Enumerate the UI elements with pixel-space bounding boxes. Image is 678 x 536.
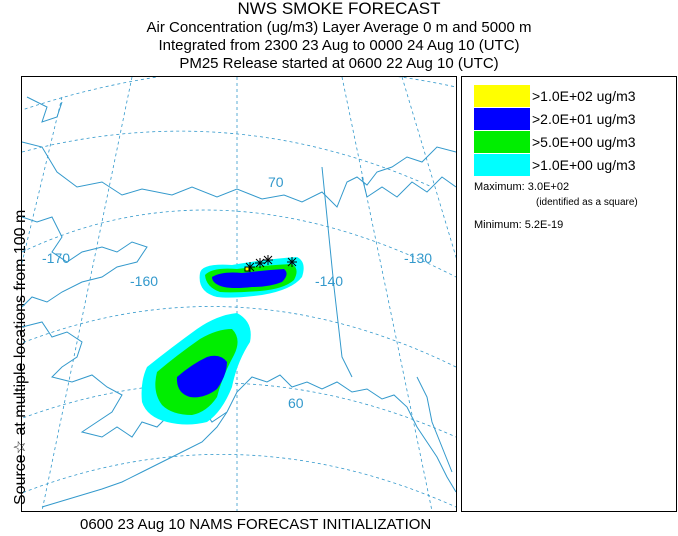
- lon-label-140: -140: [315, 273, 343, 289]
- legend-swatch-3: [474, 131, 530, 153]
- maximum-value: Maximum: 3.0E+02: [474, 181, 570, 193]
- source-marker: [263, 255, 273, 265]
- subtitle-release: PM25 Release started at 0600 22 Aug 10 (…: [179, 55, 499, 72]
- latitude-75-line: [22, 130, 433, 188]
- coast-chukotka-seward: [22, 216, 148, 308]
- source-marker: [287, 257, 297, 267]
- legend-swatch-1: [474, 85, 530, 107]
- maximum-square: [244, 266, 250, 272]
- subtitle-integration: Integrated from 2300 23 Aug to 0000 24 A…: [158, 37, 520, 54]
- legend-panel: >1.0E+02 ug/m3 >2.0E+01 ug/m3 >5.0E+00 u…: [461, 76, 677, 512]
- minimum-value: Minimum: 5.2E-19: [474, 219, 564, 231]
- meridian-140: [341, 77, 433, 511]
- lon-label-130: -130: [404, 250, 432, 266]
- legend-swatch-4: [474, 154, 530, 176]
- maximum-note: (identified as a square): [536, 197, 638, 208]
- coast-inside-passage: [416, 376, 453, 473]
- latitude-65-line: [22, 306, 456, 368]
- coast-gulf-of-alaska: [226, 374, 456, 493]
- graticule-labels: -170 -160 -140 -130 70 60: [42, 174, 432, 411]
- coast-canadian-arctic: [361, 176, 456, 198]
- coast-peninsula: [41, 411, 228, 508]
- legend-label-2: >2.0E+01 ug/m3: [532, 111, 636, 127]
- meridian-170: [22, 96, 63, 265]
- coastlines: [22, 96, 456, 508]
- meridian-130: [401, 77, 456, 259]
- smoke-plume-north: [199, 257, 304, 298]
- legend-swatch-2: [474, 108, 530, 130]
- latitude-80-line: [22, 77, 456, 111]
- plume-north-blue: [212, 269, 287, 288]
- latitude-55-line: [22, 454, 456, 508]
- legend-label-1: >1.0E+02 ug/m3: [532, 88, 636, 104]
- coast-wrangel: [26, 96, 63, 123]
- smoke-map: -170 -160 -140 -130 70 60: [22, 77, 456, 511]
- smoke-plume-south: [141, 313, 251, 425]
- source-marker: [255, 258, 265, 268]
- meridian-160: [41, 77, 133, 511]
- lon-label-160: -160: [130, 273, 158, 289]
- subtitle-concentration: Air Concentration (ug/m3) Layer Average …: [146, 19, 532, 36]
- legend-label-4: >1.0E+00 ug/m3: [532, 157, 636, 173]
- legend-label-3: >5.0E+00 ug/m3: [532, 134, 636, 150]
- lat-label-70: 70: [268, 174, 284, 190]
- forecast-initialization: 0600 23 Aug 10 NAMS FORECAST INITIALIZAT…: [80, 516, 432, 533]
- lat-label-60: 60: [288, 395, 304, 411]
- latitude-60-line: [22, 382, 456, 438]
- coast-arctic: [22, 141, 456, 208]
- source-markers: [244, 255, 297, 272]
- map-panel: -170 -160 -140 -130 70 60: [21, 76, 457, 512]
- lon-label-170: -170: [42, 250, 70, 266]
- border-alaska-canada: [321, 166, 353, 378]
- source-marker: [245, 262, 255, 272]
- map-title: NWS SMOKE FORECAST: [237, 0, 441, 18]
- plume-south-blue: [176, 355, 227, 398]
